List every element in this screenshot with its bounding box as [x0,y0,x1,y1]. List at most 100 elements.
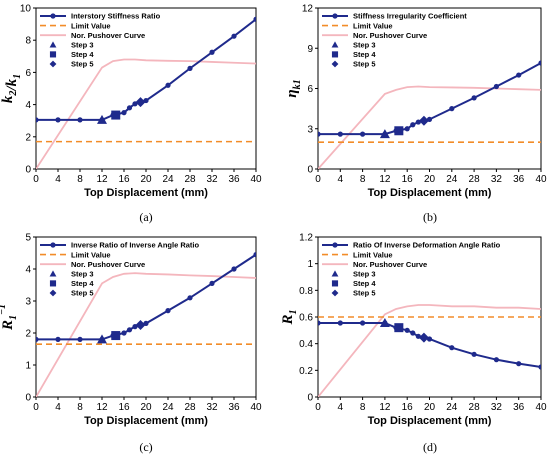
plot-frame [35,7,257,170]
legend-label: Ratio Of Inverse Deformation Angle Ratio [353,241,501,250]
main-series-point [187,65,193,71]
x-tick-label: 40 [535,174,547,185]
legend-label: Step 3 [353,41,376,50]
pushover-curve-line [318,85,541,169]
x-tick-label: 32 [206,402,218,413]
main-series-line [36,253,256,341]
legend-label: Limit Value [71,21,111,30]
plot-area [36,16,256,169]
x-tick-label: 16 [118,174,130,185]
x-tick-label: 32 [491,174,503,185]
legend-swatch-diamond [331,60,339,68]
chart-panel-3: 0 4 8 12 16 20 24 28 32 36 40 0 0.2 0.4 0.6 0.8 1 1.2 Top … [280,233,547,455]
main-series-point [410,330,416,336]
main-series-point [231,33,237,39]
step-marker-diamond [418,332,429,343]
main-series-point [516,72,522,78]
main-series-point [318,320,321,326]
x-tick-label: 28 [184,402,196,413]
x-tick-label: 8 [360,174,366,185]
y-tick-label: 0 [25,393,31,404]
x-tick-label: 20 [424,402,436,413]
legend-label: Step 4 [353,279,376,288]
plot-area [318,60,541,169]
x-tick-label: 36 [513,174,525,185]
y-tick-label: 1 [307,259,313,270]
x-tick-label: 12 [96,402,108,413]
y-tick-label: 1.2 [299,233,313,244]
legend-swatch-point [50,242,56,248]
y-tick-label: 0.2 [299,366,313,377]
legend-swatch-square [49,280,57,287]
main-series-point [55,336,61,342]
main-series-point [165,308,171,314]
panel-caption: (d) [423,440,437,454]
x-tick-label: 36 [513,402,525,413]
main-series-point [165,82,171,88]
y-tick-label: 2 [25,132,31,143]
y-tick-label: 3 [25,297,31,308]
legend-label: Step 3 [71,270,94,279]
legend-label: Step 5 [353,60,376,69]
x-tick-label: 0 [315,174,321,185]
legend-swatch-diamond [49,60,57,68]
x-tick-label: 8 [77,402,83,413]
x-axis-label: Top Displacement (mm) [84,187,208,199]
plot-area [318,304,541,397]
main-series-point [493,83,499,90]
y-axis-label: k2/k1 [0,74,23,103]
legend-label: Limit Value [71,250,111,259]
legend-label: Step 5 [71,289,94,298]
main-series-point [253,16,256,22]
main-series-point [360,131,366,137]
pushover-curve-line [36,58,256,169]
main-series-point [449,106,455,112]
y-axis-label: R1 [280,309,299,325]
x-tick-label: 40 [535,402,547,413]
x-tick-label: 8 [360,402,366,413]
y-tick-label: 12 [302,4,314,15]
y-tick-label: 0.8 [299,286,313,297]
plot-area [36,252,256,397]
x-tick-label: 24 [162,174,174,185]
y-tick-label: 0 [25,165,31,176]
main-series-point [36,117,39,123]
legend-label: Nor. Pushover Curve [71,31,145,40]
x-tick-label: 20 [140,402,152,413]
x-tick-label: 20 [424,174,436,185]
legend-swatch-diamond [331,289,339,297]
y-tick-label: 4 [25,100,31,111]
main-series-point [126,327,133,333]
legend-label: Step 4 [71,279,94,288]
legend-swatch-point [50,13,56,19]
x-tick-label: 32 [206,174,218,185]
main-series-point [337,131,343,137]
x-tick-label: 24 [446,174,458,185]
main-series-point [187,295,193,301]
step-marker-square [394,126,404,136]
legend-label: Step 3 [71,41,94,50]
legend-label: Step 4 [353,50,376,59]
legend-swatch-point [332,242,338,248]
main-series-point [121,330,127,336]
y-tick-label: 6 [307,84,313,95]
x-tick-label: 16 [118,402,130,413]
step-marker-diamond [135,97,146,108]
x-tick-label: 16 [402,402,414,413]
pushover-curve-line [318,304,541,397]
x-tick-label: 0 [33,402,39,413]
legend-label: Limit Value [353,250,393,259]
legend-label: Nor. Pushover Curve [353,260,427,269]
x-axis-label: Top Displacement (mm) [84,415,208,427]
legend-swatch-square [331,51,339,58]
main-series-point [209,280,215,286]
step-marker-triangle [97,114,107,124]
y-tick-label: 2 [25,329,31,340]
x-tick-label: 0 [33,174,39,185]
plot-frame [35,236,257,398]
y-tick-label: 5 [25,233,31,244]
y-tick-label: 10 [20,4,32,15]
legend-label: Step 5 [71,60,94,69]
